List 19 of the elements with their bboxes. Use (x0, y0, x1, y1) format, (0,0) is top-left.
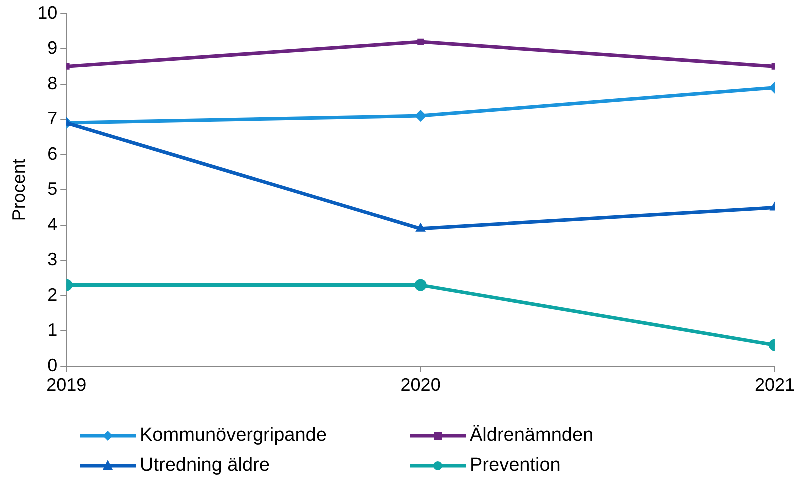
legend-label: Äldrenämnden (470, 425, 594, 447)
y-axis-title: Procent (8, 159, 29, 222)
y-tick-label: 4 (48, 214, 58, 234)
y-tick-label: 1 (48, 320, 58, 340)
y-tick-label: 8 (48, 73, 58, 94)
x-tick-label: 2020 (400, 375, 441, 396)
legend-label: Kommunövergripande (140, 425, 327, 447)
y-tick-label: 6 (48, 144, 58, 164)
legend-label: Prevention (470, 455, 561, 477)
y-tick-label: 0 (48, 355, 58, 376)
y-tick-label: 10 (38, 2, 58, 23)
y-tick-label: 3 (48, 250, 58, 270)
x-tick-label: 2021 (754, 375, 795, 396)
x-tick-label: 2019 (46, 375, 87, 396)
y-tick-label: 7 (48, 108, 58, 129)
y-tick-label: 9 (48, 38, 58, 58)
y-tick-label: 5 (48, 179, 58, 200)
y-tick-label: 2 (48, 284, 58, 305)
legend-label: Utredning äldre (140, 455, 270, 477)
